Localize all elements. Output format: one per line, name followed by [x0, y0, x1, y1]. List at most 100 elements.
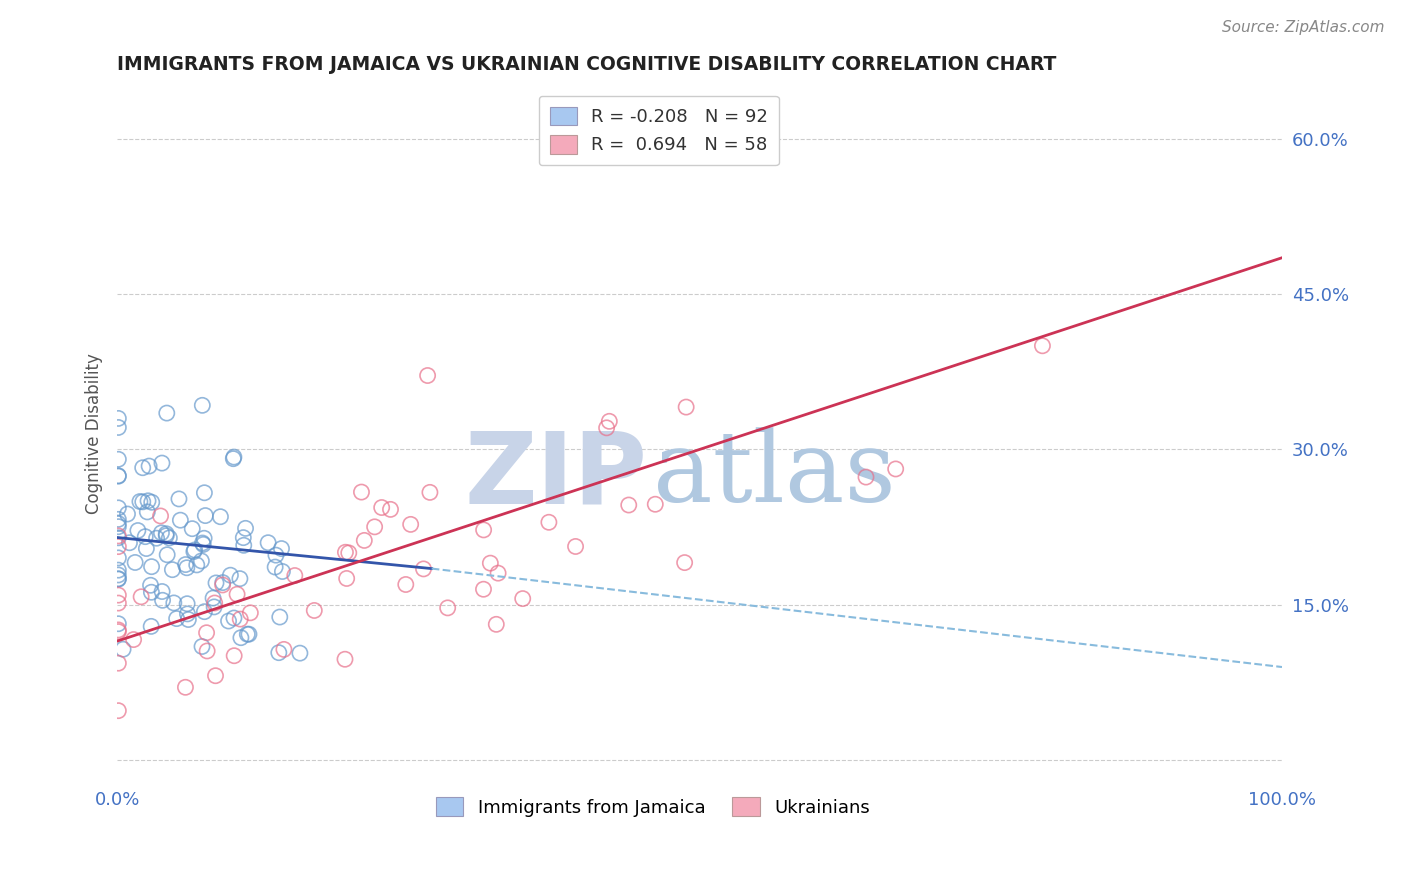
- Point: [884, 462, 907, 476]
- Point: [617, 498, 640, 512]
- Point: [181, 522, 204, 536]
- Point: [107, 656, 129, 670]
- Point: [304, 603, 326, 617]
- Point: [145, 531, 167, 545]
- Point: [186, 558, 208, 572]
- Point: [350, 485, 373, 500]
- Point: [107, 704, 129, 718]
- Point: [238, 627, 260, 641]
- Point: [644, 497, 666, 511]
- Point: [190, 554, 212, 568]
- Point: [129, 494, 152, 508]
- Point: [472, 523, 495, 537]
- Point: [107, 782, 129, 797]
- Point: [472, 582, 495, 597]
- Point: [141, 619, 163, 633]
- Point: [107, 540, 129, 554]
- Point: [150, 525, 173, 540]
- Point: [226, 587, 249, 601]
- Point: [337, 546, 360, 560]
- Point: [191, 536, 214, 550]
- Text: ZIP: ZIP: [464, 427, 647, 524]
- Point: [183, 544, 205, 558]
- Point: [363, 520, 385, 534]
- Point: [271, 565, 294, 579]
- Point: [176, 607, 198, 621]
- Point: [107, 512, 129, 526]
- Point: [202, 599, 225, 614]
- Point: [107, 411, 129, 425]
- Point: [380, 502, 402, 516]
- Point: [224, 648, 246, 663]
- Point: [107, 500, 129, 515]
- Point: [537, 516, 560, 530]
- Point: [193, 537, 215, 551]
- Point: [353, 533, 375, 548]
- Point: [166, 611, 188, 625]
- Point: [107, 516, 129, 531]
- Point: [412, 562, 434, 576]
- Point: [273, 642, 295, 657]
- Text: Source: ZipAtlas.com: Source: ZipAtlas.com: [1222, 20, 1385, 35]
- Point: [239, 606, 262, 620]
- Point: [193, 531, 215, 545]
- Point: [136, 505, 159, 519]
- Point: [107, 624, 129, 639]
- Point: [486, 566, 509, 581]
- Point: [107, 596, 129, 610]
- Legend: Immigrants from Jamaica, Ukrainians: Immigrants from Jamaica, Ukrainians: [429, 790, 877, 824]
- Point: [269, 610, 291, 624]
- Point: [419, 485, 441, 500]
- Point: [235, 521, 257, 535]
- Point: [141, 495, 163, 509]
- Point: [149, 508, 172, 523]
- Point: [107, 568, 129, 582]
- Point: [136, 493, 159, 508]
- Point: [288, 646, 311, 660]
- Point: [202, 591, 225, 605]
- Point: [141, 559, 163, 574]
- Point: [177, 613, 200, 627]
- Point: [673, 556, 696, 570]
- Point: [333, 652, 356, 666]
- Point: [107, 788, 129, 802]
- Point: [485, 617, 508, 632]
- Point: [107, 469, 129, 483]
- Point: [564, 540, 586, 554]
- Point: [229, 631, 252, 645]
- Point: [264, 560, 287, 574]
- Point: [335, 545, 357, 559]
- Point: [336, 572, 359, 586]
- Point: [176, 597, 198, 611]
- Point: [107, 529, 129, 543]
- Point: [107, 588, 129, 602]
- Point: [219, 568, 242, 582]
- Point: [257, 535, 280, 549]
- Point: [267, 646, 290, 660]
- Point: [156, 548, 179, 562]
- Point: [284, 568, 307, 582]
- Point: [107, 420, 129, 434]
- Point: [124, 556, 146, 570]
- Point: [176, 561, 198, 575]
- Point: [222, 611, 245, 625]
- Point: [163, 596, 186, 610]
- Point: [270, 541, 292, 556]
- Y-axis label: Cognitive Disability: Cognitive Disability: [86, 353, 103, 515]
- Point: [218, 614, 240, 628]
- Point: [156, 406, 179, 420]
- Point: [195, 625, 218, 640]
- Point: [193, 485, 215, 500]
- Point: [479, 556, 502, 570]
- Point: [117, 507, 139, 521]
- Point: [131, 460, 153, 475]
- Point: [107, 572, 129, 586]
- Point: [229, 612, 252, 626]
- Point: [150, 584, 173, 599]
- Point: [174, 681, 197, 695]
- Point: [209, 509, 232, 524]
- Point: [107, 468, 129, 483]
- Point: [107, 563, 129, 577]
- Text: atlas: atlas: [652, 427, 896, 524]
- Point: [107, 623, 129, 637]
